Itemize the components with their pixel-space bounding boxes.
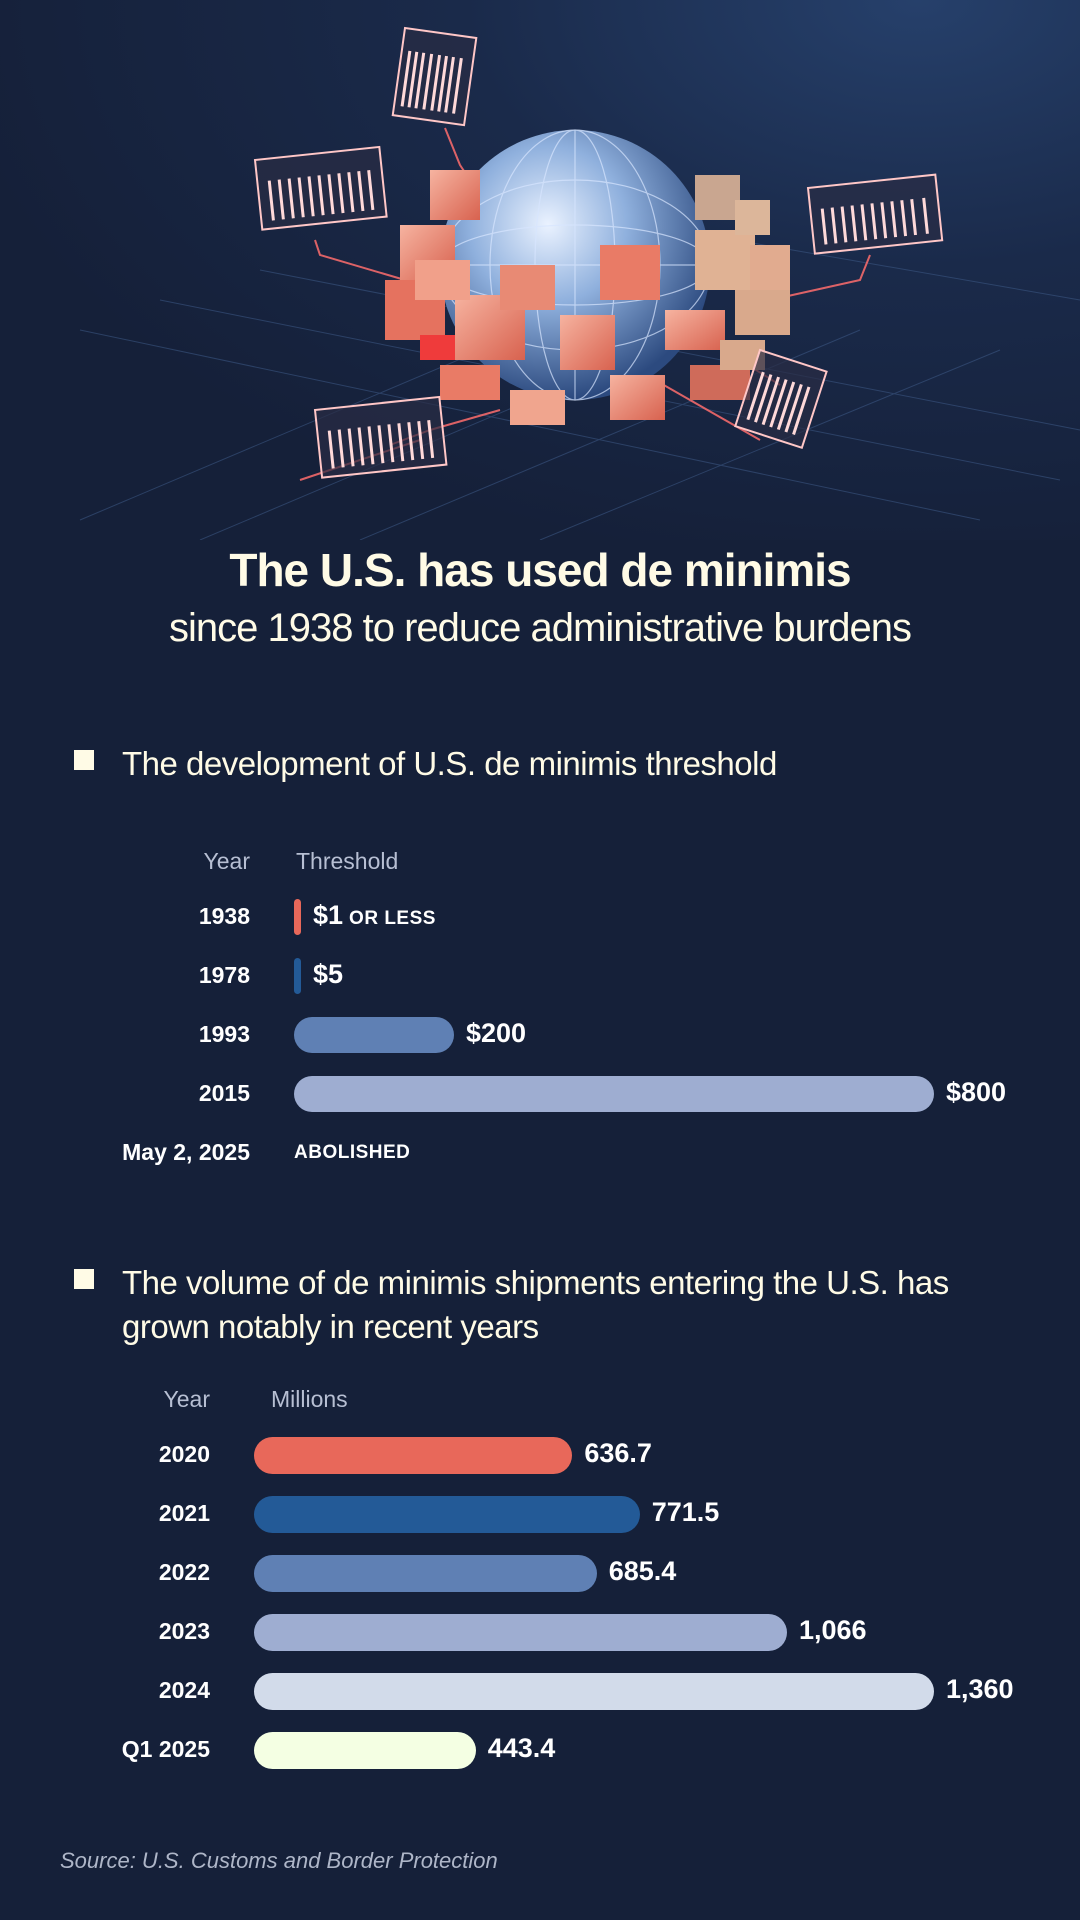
value-amount: $5 [313,959,344,989]
row-year-label: 1993 [198,1021,250,1047]
column-header-year: Year [163,1386,210,1412]
page-subtitle: since 1938 to reduce administrative burd… [169,606,912,650]
row-year-label: 2020 [158,1441,210,1467]
column-header-threshold: Threshold [296,848,399,874]
value-label: 685.4 [608,1556,677,1586]
row-year-label: 2022 [158,1559,210,1585]
volume-bar [254,1495,640,1533]
section-title: The development of U.S. de minimis thres… [122,745,777,782]
volume-bar [254,1731,476,1769]
abolished-note: ABOLISHED [294,1142,411,1163]
barcode-labels [253,26,944,479]
threshold-bar [294,1017,454,1053]
section-title: The volume of de minimis shipments enter… [122,1264,949,1345]
section-volume-heading: The volume of de minimis shipments enter… [74,1261,1022,1349]
value-label: 636.7 [584,1438,652,1468]
source-note: Source: U.S. Customs and Border Protecti… [60,1848,498,1873]
row-year-label: 2023 [158,1618,210,1644]
volume-bar [254,1672,934,1710]
row-year-label: 2015 [198,1080,250,1106]
globe-shipping-illustration [79,26,1080,540]
section-threshold-heading: The development of U.S. de minimis thres… [74,742,1022,786]
threshold-bar [294,899,301,935]
value-label: $800 [946,1077,1006,1108]
value-amount: $1 [313,900,344,930]
value-label: $1 OR LESS [313,900,436,931]
value-label: $5 [313,959,343,990]
row-year-label: 2024 [158,1677,210,1703]
row-year-label: 1938 [198,903,250,929]
title-block: The U.S. has used de minimis since 1938 … [0,540,1080,656]
row-year-label: 1978 [198,962,250,988]
column-header-year: Year [203,848,250,874]
threshold-bar [294,1076,934,1112]
column-header-millions: Millions [271,1386,348,1412]
row-year-label: 2021 [158,1500,210,1526]
value-suffix: OR LESS [349,908,436,929]
square-bullet-icon [74,750,94,770]
row-year-label: Q1 2025 [121,1736,210,1762]
value-label: 1,360 [946,1674,1014,1704]
value-amount: $200 [466,1018,527,1048]
volume-bar [254,1613,787,1651]
value-label: 771.5 [651,1497,720,1527]
value-label: 443.4 [487,1733,556,1763]
value-label: 1,066 [799,1615,867,1645]
volume-bar [254,1436,573,1474]
square-bullet-icon [74,1269,94,1289]
page-title: The U.S. has used de minimis [229,544,851,596]
value-label: $200 [466,1018,526,1049]
hero-illustration [0,0,1080,540]
volume-bar [254,1554,597,1592]
threshold-bar [294,958,301,994]
value-amount: $800 [946,1077,1007,1107]
row-year-label: May 2, 2025 [122,1139,250,1165]
box-cluster [385,170,790,425]
